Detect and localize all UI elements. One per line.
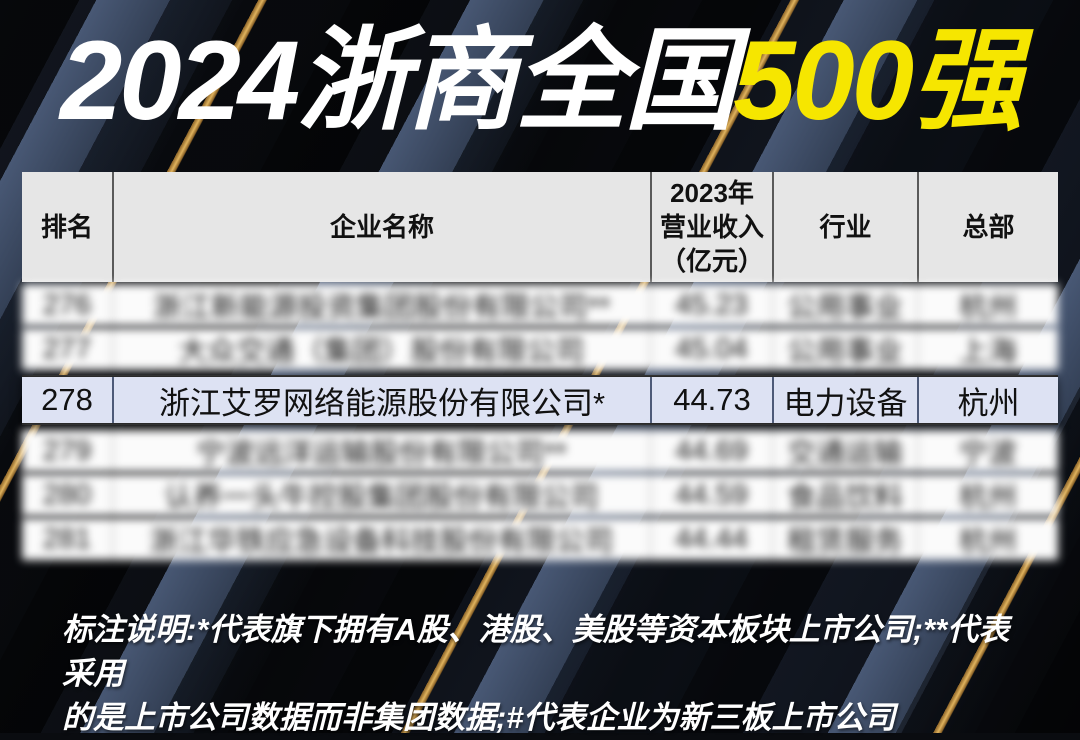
cell-rank: 276 xyxy=(22,284,112,326)
header-rank: 排名 xyxy=(40,212,93,242)
footnote-legend: 标注说明:*代表旗下拥有A股、港股、美股等资本板块上市公司;**代表采用 的是上… xyxy=(62,608,1022,740)
table-row-281-blurred: 281 浙江华铁应急设备科技股份有限公司 44.44 租赁服务 杭州 xyxy=(22,518,1058,560)
cell-revenue: 45.04 xyxy=(650,328,772,370)
cell-hq: 上海 xyxy=(917,328,1058,370)
cell-industry: 交通运输 xyxy=(772,430,917,472)
cell-hq: 宁波 xyxy=(917,430,1058,472)
table-row-278-highlighted: 278 浙江艾罗网络能源股份有限公司* 44.73 电力设备 杭州 xyxy=(22,375,1058,425)
cell-rank: 281 xyxy=(22,518,112,560)
cell-revenue: 44.44 xyxy=(650,518,772,560)
cell-rank: 278 xyxy=(22,377,112,423)
cell-company: 宁波远洋运输股份有限公司** xyxy=(112,430,650,472)
header-revenue-line1: 2023年 xyxy=(670,178,754,208)
table-row-276-blurred: 276 浙江新能源投资集团股份有限公司** 45.23 公用事业 杭州 xyxy=(22,284,1058,326)
title-main-text: 2024浙商全国 xyxy=(59,18,736,143)
cell-rank: 279 xyxy=(22,430,112,472)
header-revenue-line3: （亿元） xyxy=(659,246,764,276)
header-industry: 行业 xyxy=(772,172,917,282)
cell-industry: 食品饮料 xyxy=(772,474,917,516)
poster-title: 2024浙商全国500强 xyxy=(0,12,1080,150)
ranking-table: 排名 企业名称 2023年 营业收入 （亿元） 行业 总部 276 浙江新能源投… xyxy=(22,172,1058,560)
table-header-row: 排名 企业名称 2023年 营业收入 （亿元） 行业 总部 xyxy=(22,172,1058,282)
cell-revenue: 45.23 xyxy=(650,284,772,326)
cell-revenue: 44.59 xyxy=(650,474,772,516)
cell-company: 浙江新能源投资集团股份有限公司** xyxy=(112,284,650,326)
cell-hq: 杭州 xyxy=(917,284,1058,326)
table-row-279-blurred: 279 宁波远洋运输股份有限公司** 44.69 交通运输 宁波 xyxy=(22,430,1058,472)
cell-hq: 杭州 xyxy=(917,377,1058,423)
cell-company: 浙江艾罗网络能源股份有限公司* xyxy=(112,377,650,423)
cell-hq: 杭州 xyxy=(917,518,1058,560)
header-revenue-line2: 营业收入 xyxy=(659,212,764,242)
cell-rank: 280 xyxy=(22,474,112,516)
footnote-line1: 标注说明:*代表旗下拥有A股、港股、美股等资本板块上市公司;**代表采用 xyxy=(62,612,1010,691)
cell-industry: 电力设备 xyxy=(772,377,917,423)
footnote-line2: 的是上市公司数据而非集团数据;#代表企业为新三板上市公司 xyxy=(62,700,896,735)
cell-company: 浙江华铁应急设备科技股份有限公司 xyxy=(112,518,650,560)
title-highlight-text: 500强 xyxy=(733,18,1023,143)
cell-revenue: 44.69 xyxy=(650,430,772,472)
cell-rank: 277 xyxy=(22,328,112,370)
cell-industry: 租赁服务 xyxy=(772,518,917,560)
header-revenue: 2023年 营业收入 （亿元） xyxy=(650,172,772,282)
header-hq: 总部 xyxy=(917,172,1058,282)
cell-company: 大众交通（集团）股份有限公司 xyxy=(112,328,650,370)
cell-hq: 杭州 xyxy=(917,474,1058,516)
cell-industry: 公用事业 xyxy=(772,284,917,326)
table-row-277-blurred: 277 大众交通（集团）股份有限公司 45.04 公用事业 上海 xyxy=(22,328,1058,370)
table-row-280-blurred: 280 认养一头牛控股集团股份有限公司 44.59 食品饮料 杭州 xyxy=(22,474,1058,516)
cell-industry: 公用事业 xyxy=(772,328,917,370)
cell-company: 认养一头牛控股集团股份有限公司 xyxy=(112,474,650,516)
cell-revenue: 44.73 xyxy=(650,377,772,423)
header-company: 企业名称 xyxy=(112,172,650,282)
